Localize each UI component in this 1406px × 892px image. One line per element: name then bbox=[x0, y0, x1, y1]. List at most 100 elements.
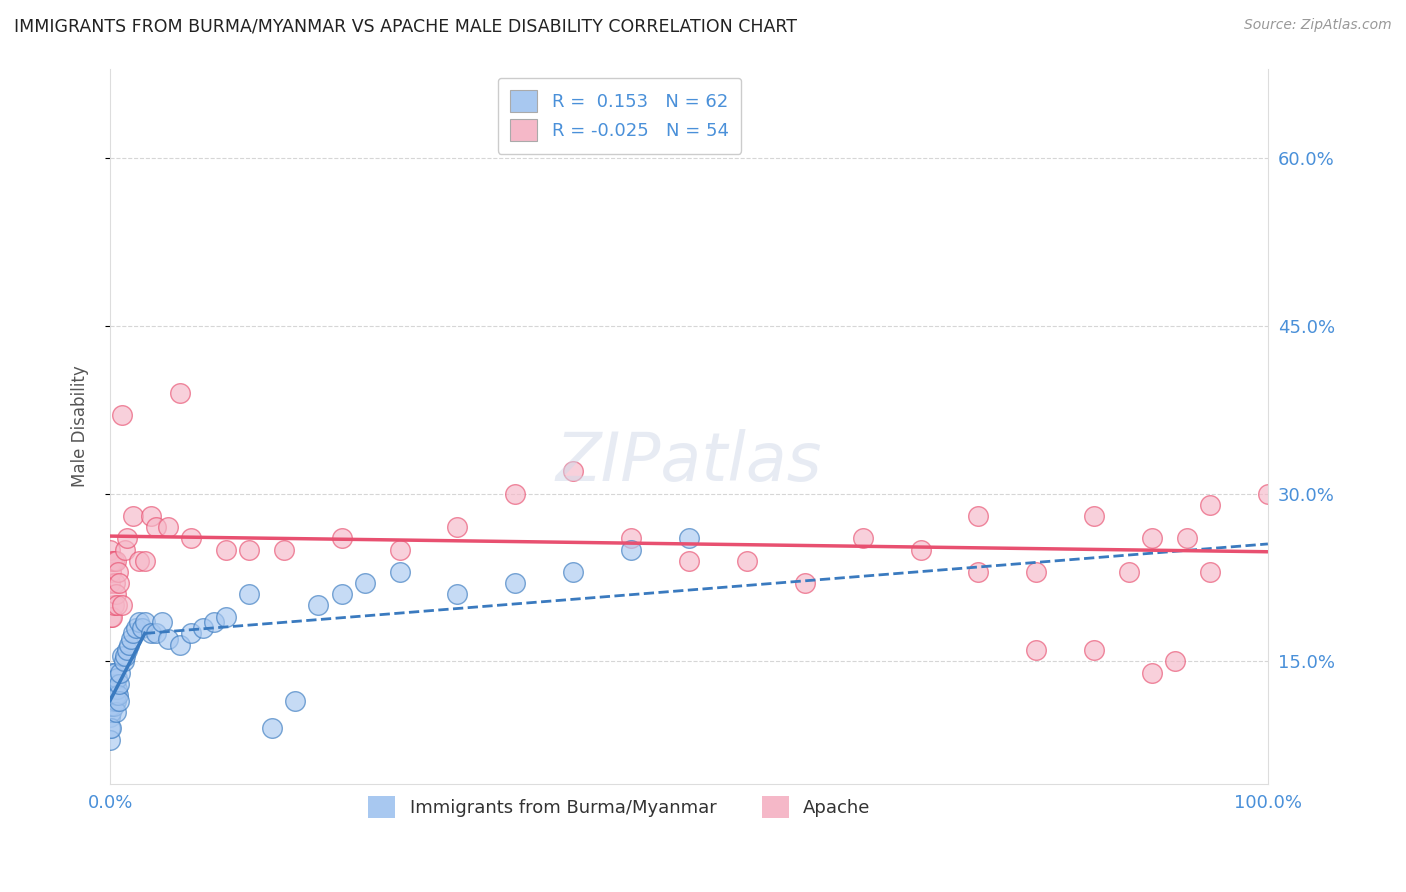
Point bbox=[111, 409, 134, 423]
Point bbox=[330, 532, 353, 546]
Text: IMMIGRANTS FROM BURMA/MYANMAR VS APACHE MALE DISABILITY CORRELATION CHART: IMMIGRANTS FROM BURMA/MYANMAR VS APACHE … bbox=[14, 18, 797, 36]
Point bbox=[101, 677, 124, 691]
Point bbox=[156, 632, 179, 646]
Point bbox=[169, 638, 191, 652]
Point bbox=[104, 554, 127, 568]
Point bbox=[100, 688, 122, 702]
Point bbox=[100, 682, 122, 697]
Point bbox=[100, 609, 122, 624]
Point bbox=[562, 565, 585, 579]
Point bbox=[191, 621, 214, 635]
Y-axis label: Male Disability: Male Disability bbox=[72, 366, 89, 487]
Point bbox=[103, 599, 125, 613]
Point bbox=[910, 542, 932, 557]
Point bbox=[1164, 654, 1187, 668]
Point bbox=[238, 587, 260, 601]
Point bbox=[117, 532, 139, 546]
Point bbox=[1175, 532, 1198, 546]
Point bbox=[1118, 565, 1140, 579]
Point bbox=[100, 722, 122, 736]
Point bbox=[107, 565, 129, 579]
Point bbox=[101, 688, 124, 702]
Point bbox=[111, 599, 134, 613]
Point bbox=[128, 554, 150, 568]
Point bbox=[98, 576, 121, 591]
Point bbox=[100, 565, 122, 579]
Point bbox=[114, 542, 136, 557]
Point bbox=[104, 587, 127, 601]
Point bbox=[852, 532, 875, 546]
Point bbox=[273, 542, 295, 557]
Point bbox=[967, 508, 990, 523]
Point bbox=[100, 699, 122, 714]
Point bbox=[134, 615, 156, 630]
Point bbox=[1083, 643, 1105, 657]
Point bbox=[98, 542, 121, 557]
Point bbox=[103, 682, 125, 697]
Point bbox=[104, 677, 127, 691]
Point bbox=[215, 609, 238, 624]
Point bbox=[98, 688, 121, 702]
Point bbox=[446, 587, 468, 601]
Point bbox=[678, 532, 700, 546]
Point bbox=[117, 643, 139, 657]
Point bbox=[793, 576, 815, 591]
Text: ZIPatlas: ZIPatlas bbox=[555, 429, 823, 495]
Point bbox=[678, 554, 700, 568]
Legend: Immigrants from Burma/Myanmar, Apache: Immigrants from Burma/Myanmar, Apache bbox=[361, 789, 877, 825]
Point bbox=[180, 626, 202, 640]
Point bbox=[134, 554, 156, 568]
Point bbox=[107, 688, 129, 702]
Point bbox=[1257, 486, 1279, 500]
Point bbox=[330, 587, 353, 601]
Point bbox=[967, 565, 990, 579]
Point bbox=[262, 722, 284, 736]
Point bbox=[388, 542, 411, 557]
Point bbox=[100, 705, 122, 719]
Point bbox=[128, 615, 150, 630]
Point bbox=[108, 576, 131, 591]
Point bbox=[284, 693, 307, 707]
Point bbox=[103, 699, 125, 714]
Point bbox=[215, 542, 238, 557]
Point bbox=[101, 554, 124, 568]
Point bbox=[105, 599, 128, 613]
Point bbox=[111, 648, 134, 663]
Point bbox=[101, 609, 124, 624]
Point bbox=[131, 621, 153, 635]
Point bbox=[114, 648, 136, 663]
Point bbox=[145, 520, 167, 534]
Point bbox=[562, 464, 585, 478]
Point bbox=[353, 576, 375, 591]
Point bbox=[505, 576, 527, 591]
Point bbox=[1140, 532, 1163, 546]
Point bbox=[180, 532, 202, 546]
Point bbox=[388, 565, 411, 579]
Point bbox=[1199, 498, 1222, 512]
Point bbox=[103, 688, 125, 702]
Point bbox=[112, 654, 135, 668]
Point bbox=[108, 693, 131, 707]
Point bbox=[100, 693, 122, 707]
Point bbox=[103, 554, 125, 568]
Point bbox=[145, 626, 167, 640]
Point bbox=[104, 705, 127, 719]
Point bbox=[105, 671, 128, 685]
Point bbox=[98, 710, 121, 724]
Point bbox=[308, 599, 330, 613]
Point bbox=[108, 677, 131, 691]
Point bbox=[150, 615, 173, 630]
Point bbox=[104, 576, 127, 591]
Point bbox=[1199, 565, 1222, 579]
Point bbox=[98, 699, 121, 714]
Point bbox=[139, 626, 162, 640]
Point bbox=[124, 621, 146, 635]
Point bbox=[620, 532, 643, 546]
Point bbox=[122, 508, 145, 523]
Point bbox=[98, 732, 121, 747]
Point bbox=[238, 542, 260, 557]
Point bbox=[1025, 643, 1047, 657]
Point bbox=[104, 665, 127, 680]
Point bbox=[122, 626, 145, 640]
Point bbox=[1140, 665, 1163, 680]
